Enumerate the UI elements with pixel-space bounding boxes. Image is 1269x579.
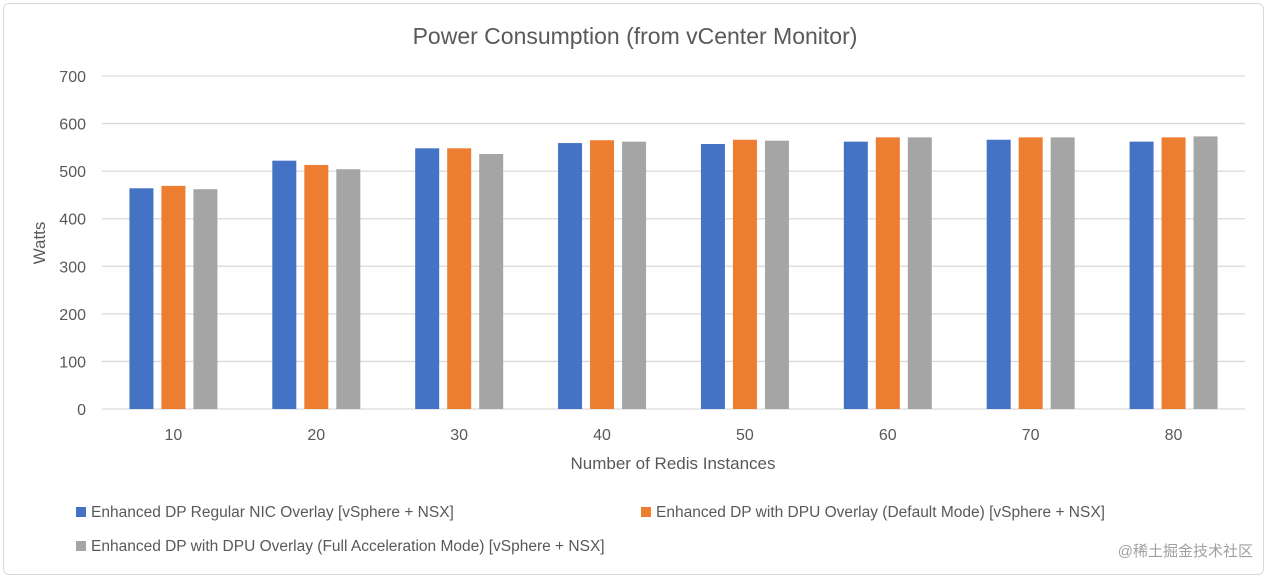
bar-50-series-1: [700, 144, 725, 409]
x-tick-label: 30: [450, 427, 468, 444]
x-tick-label: 70: [1022, 427, 1040, 444]
bar-60-series-1: [843, 141, 868, 410]
x-tick-label: 10: [165, 427, 183, 444]
y-tick-label: 700: [59, 69, 86, 86]
chart-frame: [3, 3, 1264, 575]
bar-30-series-1: [415, 148, 440, 409]
bar-10-series-2: [161, 185, 186, 409]
bar-70-series-3: [1050, 137, 1075, 410]
bar-40-series-1: [558, 143, 583, 409]
bar-60-series-3: [907, 137, 932, 410]
legend-swatch: [76, 507, 86, 517]
legend-swatch: [76, 541, 86, 551]
y-tick-label: 600: [59, 117, 86, 134]
bar-30-series-3: [479, 154, 504, 409]
bar-20-series-3: [336, 169, 361, 409]
legend-label: Enhanced DP Regular NIC Overlay [vSphere…: [91, 504, 454, 521]
bar-30-series-2: [447, 148, 472, 409]
x-tick-label: 20: [307, 427, 325, 444]
watermark: @稀土掘金技术社区: [1117, 543, 1253, 560]
bar-80-series-2: [1161, 137, 1186, 410]
bar-40-series-3: [622, 141, 647, 410]
bar-10-series-1: [129, 188, 154, 409]
legend-label: Enhanced DP with DPU Overlay (Default Mo…: [656, 504, 1105, 521]
bar-50-series-3: [764, 140, 789, 409]
legend-label: Enhanced DP with DPU Overlay (Full Accel…: [91, 538, 605, 555]
bar-80-series-1: [1129, 141, 1154, 410]
x-tick-label: 60: [879, 427, 897, 444]
y-tick-label: 500: [59, 164, 86, 181]
bar-80-series-3: [1193, 136, 1218, 409]
x-axis-label: Number of Redis Instances: [570, 454, 775, 473]
y-axis-label: Watts: [30, 222, 49, 265]
bar-60-series-2: [875, 137, 900, 410]
legend-swatch: [641, 507, 651, 517]
chart-title: Power Consumption (from vCenter Monitor): [413, 23, 858, 49]
bar-20-series-2: [304, 164, 329, 409]
x-tick-label: 40: [593, 427, 611, 444]
y-tick-label: 100: [59, 354, 86, 371]
x-tick-label: 80: [1165, 427, 1183, 444]
bar-70-series-1: [986, 139, 1011, 409]
y-tick-label: 0: [77, 402, 86, 419]
bar-50-series-2: [732, 139, 757, 409]
y-tick-label: 300: [59, 259, 86, 276]
x-tick-label: 50: [736, 427, 754, 444]
bar-70-series-2: [1018, 137, 1043, 410]
bar-20-series-1: [272, 160, 297, 409]
y-tick-label: 400: [59, 212, 86, 229]
bar-10-series-3: [193, 189, 218, 409]
y-tick-label: 200: [59, 307, 86, 324]
bar-40-series-2: [590, 140, 615, 409]
